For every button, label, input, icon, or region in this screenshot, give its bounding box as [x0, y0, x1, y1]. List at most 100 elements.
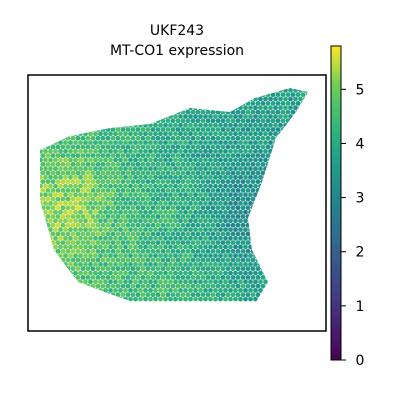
- tissue-spot: [65, 196, 71, 202]
- tissue-spot: [200, 222, 206, 228]
- tissue-spot: [288, 114, 293, 119]
- tissue-spot: [70, 248, 76, 254]
- tissue-spot: [73, 183, 78, 189]
- tissue-spot: [200, 144, 206, 150]
- tissue-spot: [95, 88, 101, 89]
- tissue-spot: [265, 188, 271, 193]
- tissue-spot: [150, 214, 156, 219]
- tissue-spot: [250, 257, 256, 263]
- tissue-spot: [108, 114, 113, 119]
- tissue-spot: [105, 275, 111, 280]
- tissue-spot: [230, 196, 236, 202]
- tissue-spot: [308, 210, 313, 215]
- tissue-spot: [305, 275, 308, 280]
- tissue-spot: [268, 253, 273, 259]
- tissue-spot: [240, 153, 246, 159]
- tissue-spot: [65, 153, 71, 159]
- tissue-spot: [45, 231, 51, 237]
- tissue-spot: [215, 88, 221, 89]
- tissue-spot: [43, 209, 48, 215]
- tissue-spot: [95, 248, 101, 254]
- tissue-spot: [218, 174, 223, 180]
- tissue-spot: [78, 296, 83, 302]
- tissue-spot: [200, 214, 206, 219]
- tissue-spot: [215, 275, 221, 280]
- tissue-spot: [235, 257, 241, 263]
- tissue-spot: [178, 227, 183, 233]
- tissue-spot: [120, 179, 126, 185]
- tissue-spot: [180, 127, 186, 132]
- tissue-spot: [50, 292, 56, 298]
- tissue-spot: [145, 248, 151, 254]
- tissue-spot: [240, 240, 246, 246]
- tissue-spot: [245, 257, 251, 263]
- tissue-spot: [225, 188, 231, 193]
- tissue-spot: [260, 161, 266, 167]
- tissue-spot: [185, 231, 191, 237]
- tissue-spot: [120, 257, 126, 263]
- tissue-spot: [278, 157, 283, 163]
- tissue-spot: [133, 140, 138, 146]
- tissue-spot: [70, 101, 76, 106]
- tissue-spot: [45, 109, 51, 115]
- tissue-spot: [175, 92, 181, 98]
- tissue-spot: [260, 135, 266, 141]
- tissue-spot: [70, 283, 76, 289]
- tissue-spot: [248, 114, 253, 119]
- tissue-spot: [233, 166, 238, 172]
- tissue-spot: [188, 235, 193, 241]
- tissue-spot: [103, 166, 108, 172]
- tissue-spot: [280, 153, 286, 159]
- tissue-spot: [308, 236, 313, 241]
- tissue-spot: [218, 122, 223, 128]
- tissue-spot: [300, 231, 306, 237]
- tissue-spot: [83, 244, 88, 250]
- tissue-spot: [120, 127, 126, 132]
- tissue-spot: [135, 188, 141, 193]
- tissue-spot: [180, 161, 186, 167]
- tissue-spot: [220, 283, 226, 289]
- tissue-spot: [80, 153, 86, 159]
- tissue-spot: [185, 92, 191, 98]
- tissue-spot: [145, 92, 151, 98]
- tissue-spot: [135, 257, 141, 263]
- tissue-spot: [295, 161, 301, 167]
- tissue-spot: [100, 118, 106, 124]
- tissue-spot: [83, 131, 88, 137]
- tissue-spot: [98, 288, 103, 293]
- tissue-spot: [108, 288, 113, 293]
- tissue-spot: [185, 170, 191, 176]
- tissue-spot: [278, 131, 283, 137]
- tissue-spot: [143, 201, 148, 206]
- tissue-spot: [305, 214, 308, 219]
- tissue-spot: [170, 144, 176, 150]
- tissue-spot: [245, 135, 251, 141]
- tissue-spot: [278, 253, 283, 259]
- tissue-spot: [78, 270, 83, 276]
- tissue-spot: [133, 122, 138, 128]
- tissue-spot: [275, 101, 281, 106]
- tissue-spot: [293, 183, 298, 189]
- tissue-spot: [138, 279, 143, 285]
- tissue-spot: [63, 148, 68, 154]
- tissue-spot: [293, 270, 298, 276]
- tissue-spot: [173, 96, 178, 102]
- tissue-spot: [275, 248, 281, 254]
- tissue-spot: [288, 88, 293, 93]
- tissue-spot: [73, 88, 78, 93]
- tissue-spot: [100, 205, 106, 211]
- tissue-spot: [248, 288, 253, 293]
- tissue-spot: [103, 148, 108, 154]
- tissue-spot: [175, 283, 181, 289]
- tissue-spot: [165, 248, 171, 254]
- tissue-spot: [250, 248, 256, 254]
- tissue-spot: [138, 88, 143, 93]
- tissue-spot: [108, 296, 113, 302]
- tissue-spot: [125, 109, 131, 115]
- tissue-spot: [75, 240, 81, 246]
- tissue-spot: [285, 144, 291, 150]
- tissue-spot: [75, 88, 81, 89]
- tissue-spot: [135, 179, 141, 185]
- tissue-spot: [190, 144, 196, 150]
- tissue-spot: [43, 114, 48, 119]
